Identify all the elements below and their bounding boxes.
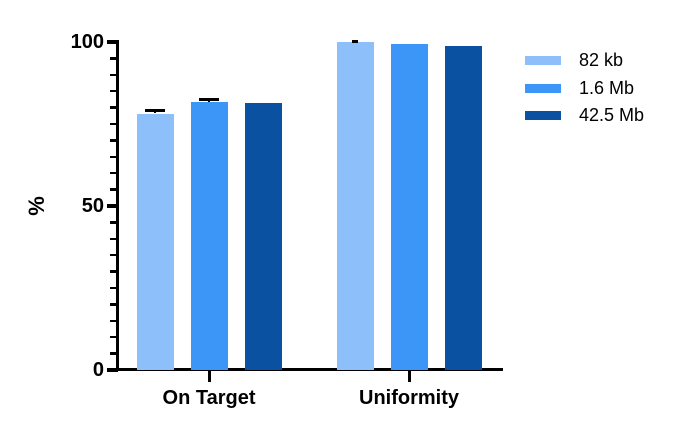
y-major-tick	[107, 368, 118, 372]
bar	[190, 102, 228, 370]
x-category-label: Uniformity	[359, 387, 459, 409]
y-minor-tick	[110, 188, 118, 191]
bar	[390, 44, 428, 370]
y-tick-label: 100	[70, 31, 104, 53]
y-minor-tick	[110, 139, 118, 142]
bar	[336, 42, 374, 370]
error-bar-cap	[352, 40, 358, 43]
error-bar-cap	[145, 109, 165, 112]
y-major-tick	[107, 40, 118, 44]
x-axis	[116, 368, 503, 371]
y-minor-tick	[110, 106, 118, 109]
y-minor-tick	[110, 270, 118, 273]
y-minor-tick	[110, 221, 118, 224]
error-bar-stem	[208, 99, 210, 103]
bar	[244, 103, 282, 370]
y-minor-tick	[110, 89, 118, 93]
y-minor-tick	[110, 286, 118, 290]
y-minor-tick	[110, 237, 118, 241]
error-bar-stem	[154, 110, 156, 114]
legend-swatch	[525, 83, 561, 93]
y-minor-tick	[110, 57, 118, 60]
y-minor-tick	[110, 319, 118, 323]
legend-label: 42.5 Mb	[579, 105, 645, 125]
y-minor-tick	[110, 155, 118, 159]
legend-swatch	[525, 55, 561, 65]
y-minor-tick	[110, 253, 118, 257]
x-category-tick	[407, 371, 411, 382]
bar	[136, 113, 174, 370]
y-minor-tick	[110, 303, 118, 306]
legend-swatch	[525, 110, 561, 120]
y-major-tick	[107, 204, 118, 208]
error-bar-cap	[199, 98, 219, 101]
y-tick-label: 0	[92, 359, 104, 381]
y-minor-tick	[110, 352, 118, 355]
legend-label: 1.6 Mb	[579, 78, 635, 98]
y-minor-tick	[110, 122, 118, 126]
legend-label: 82 kb	[579, 50, 624, 70]
y-minor-tick	[110, 335, 118, 339]
x-category-tick	[207, 371, 211, 382]
y-tick-label: 50	[81, 195, 104, 217]
y-minor-tick	[110, 73, 118, 77]
y-minor-tick	[110, 171, 118, 175]
x-category-label: On Target	[162, 387, 256, 409]
bar	[444, 46, 482, 370]
